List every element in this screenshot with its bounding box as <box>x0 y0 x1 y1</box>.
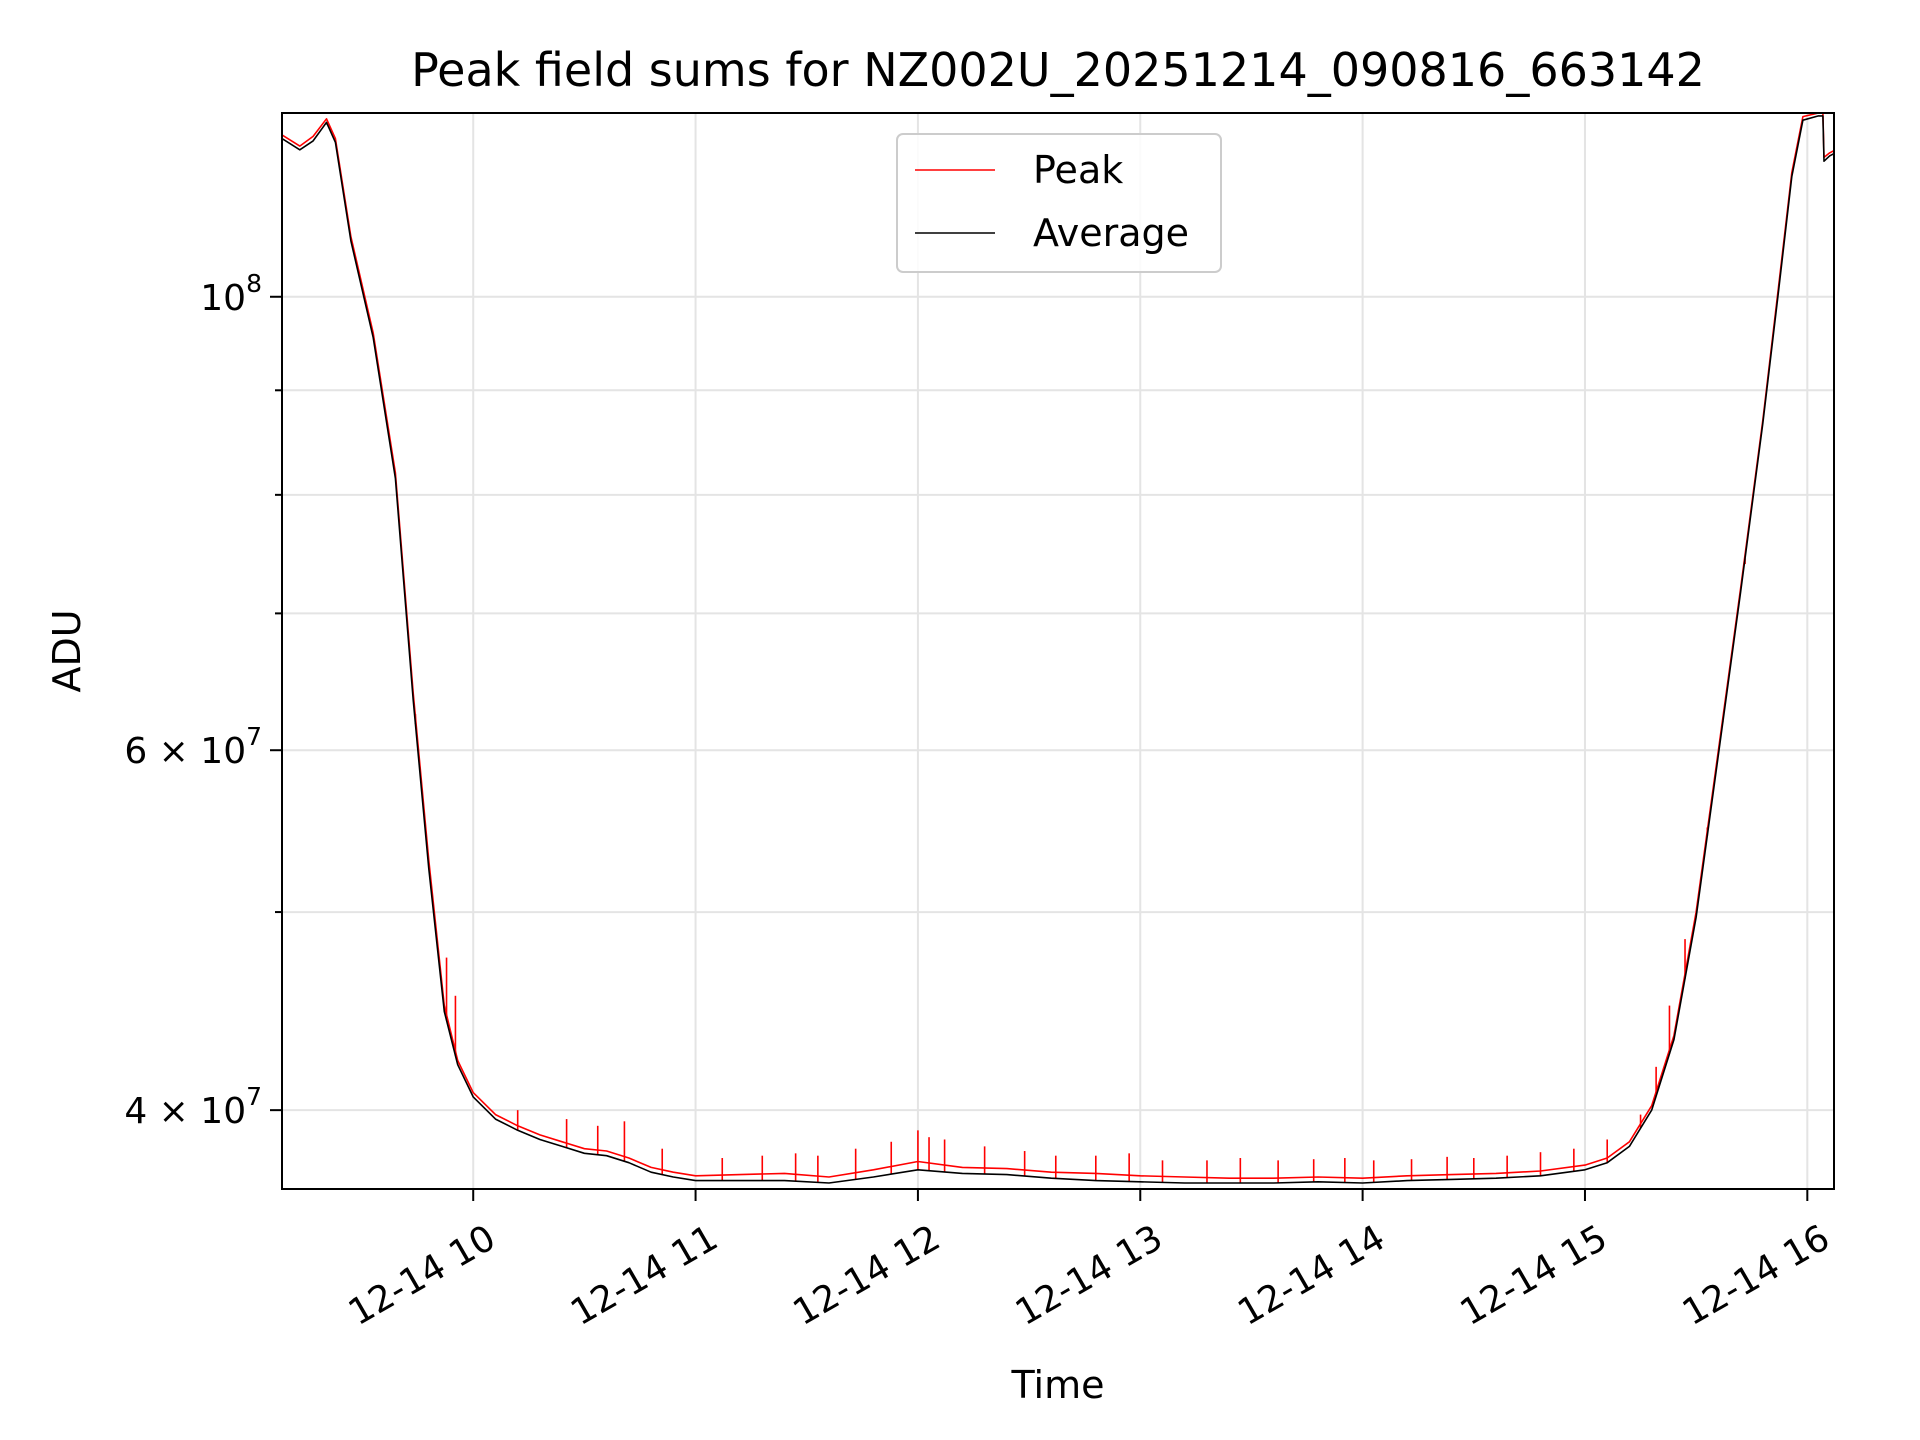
legend-average-label: Average <box>1033 211 1189 255</box>
legend: Peak Average <box>896 133 1222 273</box>
y-tick-label: 4 × 107 <box>124 1082 262 1132</box>
legend-box <box>896 133 1222 273</box>
plot-frame <box>281 112 1835 1190</box>
y-tick-exponent: 8 <box>246 269 262 298</box>
chart-title: Peak field sums for NZ002U_20251214_0908… <box>411 43 1705 97</box>
grid <box>282 113 1834 1189</box>
y-tick-exponent: 7 <box>246 722 262 751</box>
x-axis-label: Time <box>1011 1363 1105 1407</box>
y-tick-label: 6 × 107 <box>124 722 262 772</box>
y-tick-label: 108 <box>200 269 262 319</box>
y-tick-mantissa: 4 <box>124 1091 147 1132</box>
plot-area <box>282 113 1834 1189</box>
series-line-average <box>282 115 1834 1184</box>
legend-peak-label: Peak <box>1033 148 1123 192</box>
y-tick-mantissa: 6 <box>124 731 147 772</box>
series-layer <box>282 113 1834 1184</box>
y-axis-label: ADU <box>45 609 89 692</box>
y-tick-exponent: 7 <box>246 1082 262 1111</box>
